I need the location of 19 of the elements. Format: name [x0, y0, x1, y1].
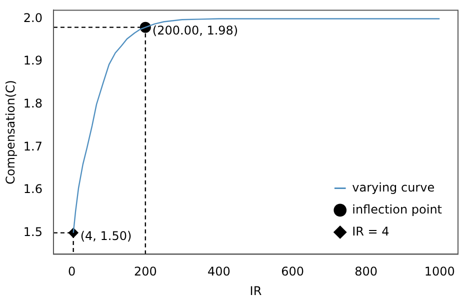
y-tick-label: 1.9 [23, 54, 42, 68]
annotation: (4, 1.50) [80, 228, 132, 243]
x-tick-label: 600 [281, 264, 304, 279]
x-tick-label: 400 [208, 264, 230, 279]
legend-label: inflection point [352, 202, 442, 216]
y-tick-label: 2.0 [23, 10, 42, 25]
y-tick-label: 1.8 [23, 96, 42, 110]
x-tick-label: 1000 [424, 264, 455, 279]
annotation: (200.00, 1.98) [152, 23, 238, 38]
y-axis-title: Compensation(C) [3, 80, 18, 184]
x-axis-title: IR [250, 284, 262, 298]
x-tick-label: 200 [134, 264, 157, 279]
y-tick-label: 1.6 [23, 182, 42, 196]
legend-label: IR = 4 [352, 224, 390, 238]
x-tick-label: 0 [68, 264, 76, 279]
y-tick-label: 1.5 [23, 224, 42, 239]
legend-label: varying curve [352, 180, 435, 194]
y-tick-label: 1.7 [23, 139, 42, 154]
x-tick-label: 800 [354, 264, 378, 279]
